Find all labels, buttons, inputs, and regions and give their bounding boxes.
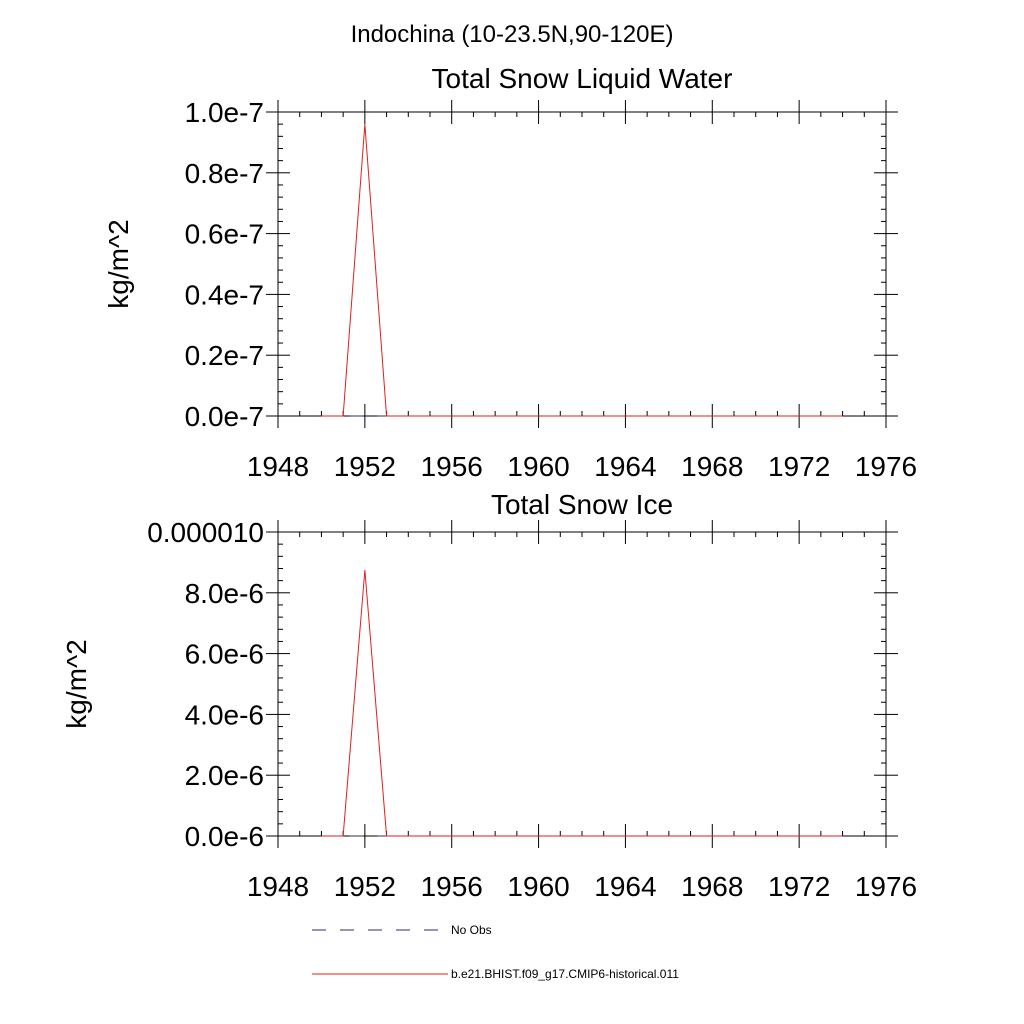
y-axis-label: kg/m^2 [61,639,92,728]
x-tick-label: 1976 [855,451,917,482]
y-tick-label: 6.0e-6 [185,639,264,670]
y-tick-label: 2.0e-6 [185,760,264,791]
x-tick-label: 1956 [421,451,483,482]
x-tick-label: 1964 [594,871,656,902]
y-tick-label: 0.6e-7 [185,219,264,250]
y-tick-label: 0.8e-7 [185,158,264,189]
y-tick-label: 0.0e-6 [185,821,264,852]
series-line-model [321,569,843,837]
legend: No Obs b.e21.BHIST.f09_g17.CMIP6-histori… [312,923,679,981]
y-tick-label: 8.0e-6 [185,578,264,609]
x-tick-label: 1956 [421,871,483,902]
chart-panel-snow-ice: Total Snow Ice kg/m^2 1948 1952 1956 1960 19… [61,489,917,902]
x-tick-label: 1960 [507,451,569,482]
x-tick-label: 1972 [768,451,830,482]
x-tick-label: 1976 [855,871,917,902]
y-tick-label: 4.0e-6 [185,699,264,730]
plot-frame [277,111,887,417]
x-tick-label: 1952 [334,871,396,902]
x-tick-label: 1968 [681,871,743,902]
legend-label-model: b.e21.BHIST.f09_g17.CMIP6-historical.011 [451,967,679,981]
x-tick-label: 1968 [681,451,743,482]
x-tick-label: 1948 [247,871,309,902]
x-tick-label: 1952 [334,451,396,482]
y-tick-label: 0.000010 [147,517,264,548]
chart-title: Total Snow Ice [491,489,673,520]
x-tick-label: 1948 [247,451,309,482]
y-tick-label: 1.0e-7 [185,97,264,128]
plot-frame [277,531,887,837]
y-tick-label: 0.2e-7 [185,340,264,371]
chart-panel-snow-liquid-water: Total Snow Liquid Water kg/m^2 1948 1952 1… [103,63,917,482]
y-axis-label: kg/m^2 [103,219,134,308]
y-tick-label: 0.0e-7 [185,401,264,432]
x-tick-label: 1964 [594,451,656,482]
chart-title: Total Snow Liquid Water [432,63,733,94]
figure-suptitle: Indochina (10-23.5N,90-120E) [351,21,674,48]
legend-label-no-obs: No Obs [451,923,492,937]
x-tick-label: 1972 [768,871,830,902]
y-tick-label: 0.4e-7 [185,279,264,310]
x-tick-label: 1960 [507,871,569,902]
series-line-model [321,124,843,417]
